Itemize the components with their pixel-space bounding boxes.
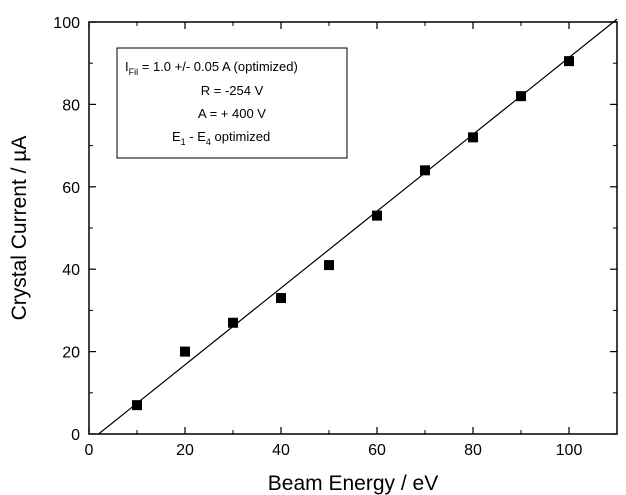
y-tick-label: 20 (62, 345, 80, 362)
data-point (180, 346, 190, 357)
x-tick-label: 20 (176, 442, 194, 459)
annotation-e4: - E (186, 129, 207, 144)
x-tick-label: 80 (464, 442, 482, 459)
fit-line (98, 18, 618, 435)
annotation-box: IFil = 1.0 +/- 0.05 A (optimized) R = -2… (116, 47, 348, 159)
x-tick-label: 0 (85, 442, 94, 459)
annotation-i: I (125, 59, 129, 74)
annotation-fil-subscript: Fil (129, 67, 139, 77)
axis-ticks: 0 20 40 60 80 100 0 20 40 60 80 100 (53, 15, 617, 459)
data-point (228, 317, 238, 328)
y-axis-label: Crystal Current / µA (8, 136, 31, 321)
annotation-frame (116, 47, 348, 159)
fit-line-group (98, 18, 618, 435)
x-tick-label: 40 (272, 442, 290, 459)
annotation-line-4-rest: optimized (211, 129, 270, 144)
annotation-line-4: E1 - E4 optimized (172, 129, 270, 147)
annotation-e1: E (172, 129, 181, 144)
x-tick-label: 100 (556, 442, 583, 459)
annotation-sub-1: 1 (181, 137, 186, 147)
x-axis-label: Beam Energy / eV (268, 472, 438, 495)
data-point (420, 165, 430, 176)
y-tick-label: 100 (53, 15, 80, 32)
annotation-line-1-rest: = 1.0 +/- 0.05 A (optimized) (138, 59, 298, 74)
annotation-sub-4: 4 (206, 137, 211, 147)
data-points (132, 56, 574, 411)
y-tick-label: 0 (71, 427, 80, 444)
x-tick-label: 60 (368, 442, 386, 459)
data-point (468, 132, 478, 143)
annotation-line-3: A = + 400 V (198, 106, 266, 121)
data-point (564, 56, 574, 67)
data-point (132, 400, 142, 411)
data-point (324, 260, 334, 271)
data-point (372, 210, 382, 221)
y-tick-label: 60 (62, 180, 80, 197)
y-tick-label: 40 (62, 262, 80, 279)
data-point (516, 91, 526, 102)
data-point (276, 293, 286, 304)
annotation-line-1: IFil = 1.0 +/- 0.05 A (optimized) (125, 59, 298, 77)
annotation-line-2: R = -254 V (201, 83, 264, 98)
y-tick-label: 80 (62, 97, 80, 114)
